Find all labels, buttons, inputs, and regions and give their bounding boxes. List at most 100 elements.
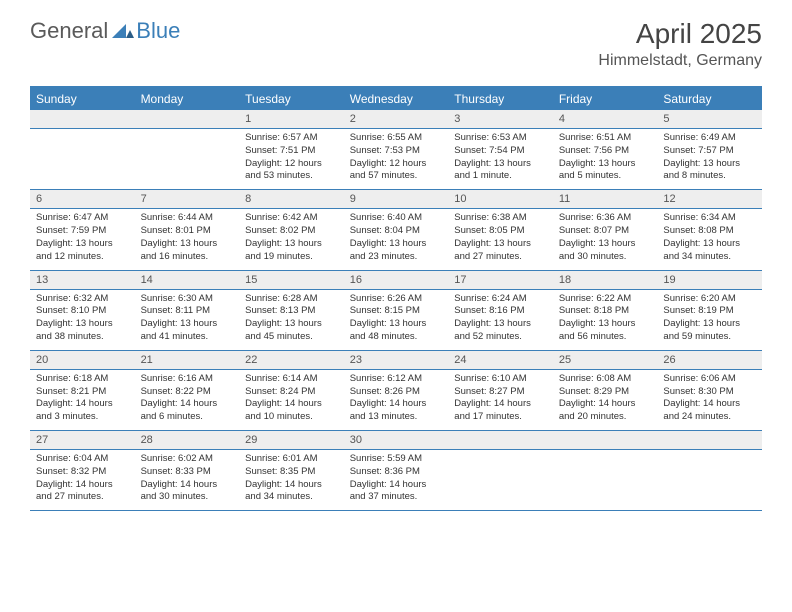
sunrise-text: Sunrise: 6:40 AM [350, 212, 443, 225]
day-detail-cell: Sunrise: 6:42 AMSunset: 8:02 PMDaylight:… [239, 209, 344, 269]
week-daynum-row: 27282930 [30, 431, 762, 450]
daylight-text: Daylight: 14 hours and 34 minutes. [245, 479, 338, 505]
day-number-cell [448, 431, 553, 449]
page-header: General Blue April 2025 Himmelstadt, Ger… [0, 0, 792, 78]
daylight-text: Daylight: 13 hours and 27 minutes. [454, 238, 547, 264]
sunrise-text: Sunrise: 6:08 AM [559, 373, 652, 386]
sunset-text: Sunset: 8:29 PM [559, 386, 652, 399]
day-header-sunday: Sunday [30, 88, 135, 110]
day-number-cell: 7 [135, 190, 240, 208]
daylight-text: Daylight: 12 hours and 57 minutes. [350, 158, 443, 184]
day-detail-cell: Sunrise: 6:55 AMSunset: 7:53 PMDaylight:… [344, 129, 449, 189]
day-header-wednesday: Wednesday [344, 88, 449, 110]
daylight-text: Daylight: 14 hours and 6 minutes. [141, 398, 234, 424]
day-header-monday: Monday [135, 88, 240, 110]
sunrise-text: Sunrise: 6:30 AM [141, 293, 234, 306]
day-number-cell: 21 [135, 351, 240, 369]
day-header-saturday: Saturday [657, 88, 762, 110]
day-header-tuesday: Tuesday [239, 88, 344, 110]
day-detail-cell: Sunrise: 6:22 AMSunset: 8:18 PMDaylight:… [553, 290, 658, 350]
day-number-cell: 30 [344, 431, 449, 449]
day-number-cell: 17 [448, 271, 553, 289]
daylight-text: Daylight: 13 hours and 38 minutes. [36, 318, 129, 344]
sunset-text: Sunset: 8:01 PM [141, 225, 234, 238]
daylight-text: Daylight: 13 hours and 52 minutes. [454, 318, 547, 344]
day-detail-cell: Sunrise: 6:32 AMSunset: 8:10 PMDaylight:… [30, 290, 135, 350]
week-daynum-row: 6789101112 [30, 190, 762, 209]
sunset-text: Sunset: 8:27 PM [454, 386, 547, 399]
day-detail-cell: Sunrise: 6:06 AMSunset: 8:30 PMDaylight:… [657, 370, 762, 430]
title-block: April 2025 Himmelstadt, Germany [598, 18, 762, 70]
sunset-text: Sunset: 8:15 PM [350, 305, 443, 318]
day-number-cell: 20 [30, 351, 135, 369]
sunrise-text: Sunrise: 6:42 AM [245, 212, 338, 225]
logo-text-blue: Blue [136, 18, 180, 44]
day-detail-cell [553, 450, 658, 510]
day-detail-cell: Sunrise: 6:12 AMSunset: 8:26 PMDaylight:… [344, 370, 449, 430]
day-number-cell: 1 [239, 110, 344, 128]
day-detail-cell: Sunrise: 6:44 AMSunset: 8:01 PMDaylight:… [135, 209, 240, 269]
week-detail-row: Sunrise: 6:57 AMSunset: 7:51 PMDaylight:… [30, 129, 762, 190]
daylight-text: Daylight: 13 hours and 59 minutes. [663, 318, 756, 344]
day-header-row: Sunday Monday Tuesday Wednesday Thursday… [30, 88, 762, 110]
day-header-thursday: Thursday [448, 88, 553, 110]
daylight-text: Daylight: 13 hours and 30 minutes. [559, 238, 652, 264]
sunset-text: Sunset: 8:26 PM [350, 386, 443, 399]
day-number-cell: 9 [344, 190, 449, 208]
daylight-text: Daylight: 14 hours and 17 minutes. [454, 398, 547, 424]
sunrise-text: Sunrise: 6:34 AM [663, 212, 756, 225]
day-number-cell: 19 [657, 271, 762, 289]
logo: General Blue [30, 18, 180, 44]
day-number-cell: 22 [239, 351, 344, 369]
day-detail-cell: Sunrise: 6:08 AMSunset: 8:29 PMDaylight:… [553, 370, 658, 430]
sunrise-text: Sunrise: 6:14 AM [245, 373, 338, 386]
logo-text-general: General [30, 18, 108, 44]
day-number-cell [657, 431, 762, 449]
day-detail-cell: Sunrise: 6:51 AMSunset: 7:56 PMDaylight:… [553, 129, 658, 189]
sunrise-text: Sunrise: 6:36 AM [559, 212, 652, 225]
sunset-text: Sunset: 8:11 PM [141, 305, 234, 318]
daylight-text: Daylight: 14 hours and 27 minutes. [36, 479, 129, 505]
day-detail-cell [135, 129, 240, 189]
sunset-text: Sunset: 8:10 PM [36, 305, 129, 318]
daylight-text: Daylight: 14 hours and 24 minutes. [663, 398, 756, 424]
day-detail-cell: Sunrise: 6:18 AMSunset: 8:21 PMDaylight:… [30, 370, 135, 430]
sunrise-text: Sunrise: 6:06 AM [663, 373, 756, 386]
day-number-cell [30, 110, 135, 128]
sunset-text: Sunset: 8:35 PM [245, 466, 338, 479]
week-detail-row: Sunrise: 6:32 AMSunset: 8:10 PMDaylight:… [30, 290, 762, 351]
sunrise-text: Sunrise: 6:38 AM [454, 212, 547, 225]
day-detail-cell: Sunrise: 6:38 AMSunset: 8:05 PMDaylight:… [448, 209, 553, 269]
day-number-cell: 6 [30, 190, 135, 208]
day-number-cell: 27 [30, 431, 135, 449]
day-detail-cell: Sunrise: 6:14 AMSunset: 8:24 PMDaylight:… [239, 370, 344, 430]
day-number-cell: 23 [344, 351, 449, 369]
day-number-cell: 11 [553, 190, 658, 208]
day-detail-cell [448, 450, 553, 510]
day-number-cell: 28 [135, 431, 240, 449]
week-detail-row: Sunrise: 6:47 AMSunset: 7:59 PMDaylight:… [30, 209, 762, 270]
sunset-text: Sunset: 8:36 PM [350, 466, 443, 479]
day-detail-cell: Sunrise: 6:34 AMSunset: 8:08 PMDaylight:… [657, 209, 762, 269]
sunrise-text: Sunrise: 6:32 AM [36, 293, 129, 306]
daylight-text: Daylight: 14 hours and 13 minutes. [350, 398, 443, 424]
sunset-text: Sunset: 8:30 PM [663, 386, 756, 399]
day-detail-cell: Sunrise: 6:16 AMSunset: 8:22 PMDaylight:… [135, 370, 240, 430]
sunrise-text: Sunrise: 6:18 AM [36, 373, 129, 386]
day-number-cell: 8 [239, 190, 344, 208]
sunrise-text: Sunrise: 6:44 AM [141, 212, 234, 225]
day-number-cell: 13 [30, 271, 135, 289]
day-number-cell: 3 [448, 110, 553, 128]
sunset-text: Sunset: 7:59 PM [36, 225, 129, 238]
day-number-cell: 2 [344, 110, 449, 128]
location: Himmelstadt, Germany [598, 52, 762, 70]
sunset-text: Sunset: 8:32 PM [36, 466, 129, 479]
weeks-container: 12345Sunrise: 6:57 AMSunset: 7:51 PMDayl… [30, 110, 762, 511]
day-number-cell: 29 [239, 431, 344, 449]
daylight-text: Daylight: 13 hours and 12 minutes. [36, 238, 129, 264]
calendar: Sunday Monday Tuesday Wednesday Thursday… [30, 86, 762, 511]
week-detail-row: Sunrise: 6:18 AMSunset: 8:21 PMDaylight:… [30, 370, 762, 431]
day-detail-cell: Sunrise: 6:02 AMSunset: 8:33 PMDaylight:… [135, 450, 240, 510]
day-number-cell: 18 [553, 271, 658, 289]
week-daynum-row: 12345 [30, 110, 762, 129]
